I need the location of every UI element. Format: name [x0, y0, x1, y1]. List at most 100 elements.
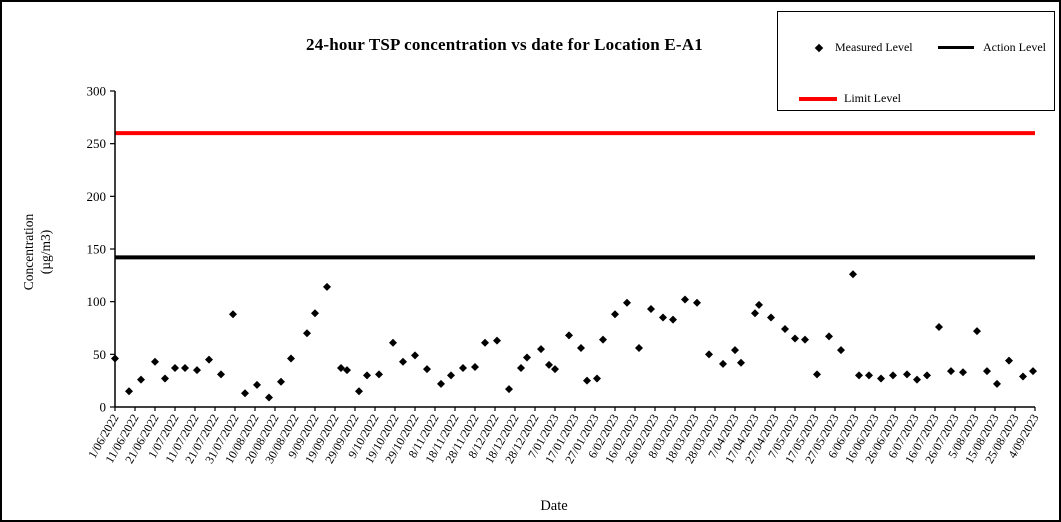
data-point: [241, 389, 249, 398]
data-point: [801, 335, 809, 344]
data-point: [767, 313, 775, 322]
data-point: [311, 309, 319, 318]
data-point: [791, 334, 799, 343]
data-point: [865, 371, 873, 380]
limit-line-swatch-icon: [799, 96, 837, 101]
data-point: [389, 338, 397, 347]
data-point: [399, 357, 407, 366]
data-point: [471, 362, 479, 371]
data-point: [493, 336, 501, 345]
data-point: [125, 387, 133, 396]
data-point: [411, 351, 419, 360]
data-point: [705, 350, 713, 359]
data-point: [923, 371, 931, 380]
y-tick-label: 250: [87, 136, 107, 151]
data-point: [337, 364, 345, 373]
data-point: [599, 335, 607, 344]
legend: Measured Level Action Level Limit Level: [777, 11, 1055, 111]
data-point: [1019, 372, 1027, 381]
data-point: [193, 366, 201, 375]
data-point: [973, 327, 981, 336]
data-point: [583, 376, 591, 385]
data-point: [611, 310, 619, 319]
data-point: [751, 309, 759, 318]
legend-label-limit: Limit Level: [844, 91, 901, 105]
y-tick-label: 150: [87, 242, 107, 257]
data-point: [323, 282, 331, 291]
data-point: [889, 371, 897, 380]
data-point: [781, 325, 789, 334]
data-point: [681, 295, 689, 304]
y-tick-label: 300: [87, 84, 107, 99]
data-point: [277, 377, 285, 386]
data-point: [849, 270, 857, 279]
action-line-swatch-icon: [938, 45, 974, 50]
data-point: [447, 371, 455, 380]
data-point: [171, 364, 179, 373]
data-point: [565, 331, 573, 340]
data-point: [837, 346, 845, 355]
data-point: [577, 344, 585, 353]
data-point: [205, 355, 213, 364]
data-point: [1005, 356, 1013, 365]
data-point: [755, 300, 763, 309]
data-point: [993, 379, 1001, 388]
chart-title: 24-hour TSP concentration vs date for Lo…: [306, 35, 703, 54]
data-point: [517, 364, 525, 373]
data-point: [647, 305, 655, 314]
data-point: [825, 332, 833, 341]
data-point: [855, 371, 863, 380]
data-point: [523, 353, 531, 362]
data-point: [111, 354, 119, 363]
data-point: [181, 364, 189, 373]
data-point: [693, 298, 701, 307]
data-point: [355, 387, 363, 396]
data-point: [737, 358, 745, 367]
data-point: [459, 364, 467, 373]
data-point: [375, 370, 383, 379]
data-point: [265, 393, 273, 402]
data-point: [623, 298, 631, 307]
data-point: [537, 345, 545, 354]
data-point: [983, 367, 991, 376]
data-point: [719, 359, 727, 368]
data-point: [137, 375, 145, 384]
legend-item-action: Action Level: [938, 40, 1046, 55]
data-point: [545, 360, 553, 369]
legend-label-measured: Measured Level: [835, 40, 913, 54]
data-point: [481, 338, 489, 347]
data-point: [303, 329, 311, 338]
data-point: [287, 354, 295, 363]
legend-item-limit: Limit Level: [799, 91, 901, 106]
data-point: [959, 368, 967, 377]
data-point: [659, 313, 667, 322]
data-point: [593, 374, 601, 383]
data-point: [813, 370, 821, 379]
data-point: [505, 385, 513, 394]
data-point: [903, 370, 911, 379]
data-point: [343, 366, 351, 375]
y-tick-label: 200: [87, 189, 107, 204]
legend-item-measured: Measured Level: [812, 40, 913, 55]
data-point: [229, 310, 237, 319]
data-point: [877, 374, 885, 383]
data-point: [1029, 367, 1037, 376]
y-tick-label: 50: [93, 347, 106, 362]
y-tick-label: 100: [87, 294, 107, 309]
data-point: [437, 379, 445, 388]
data-point: [669, 315, 677, 324]
data-point: [947, 367, 955, 376]
data-point: [363, 371, 371, 380]
legend-label-action: Action Level: [983, 40, 1046, 54]
data-point: [935, 322, 943, 331]
y-tick-label: 0: [100, 400, 107, 415]
data-point: [423, 365, 431, 374]
data-point: [913, 375, 921, 384]
data-point: [151, 357, 159, 366]
data-point: [217, 370, 225, 379]
data-point: [161, 374, 169, 383]
x-axis-title: Date: [540, 498, 568, 514]
data-point: [731, 346, 739, 355]
